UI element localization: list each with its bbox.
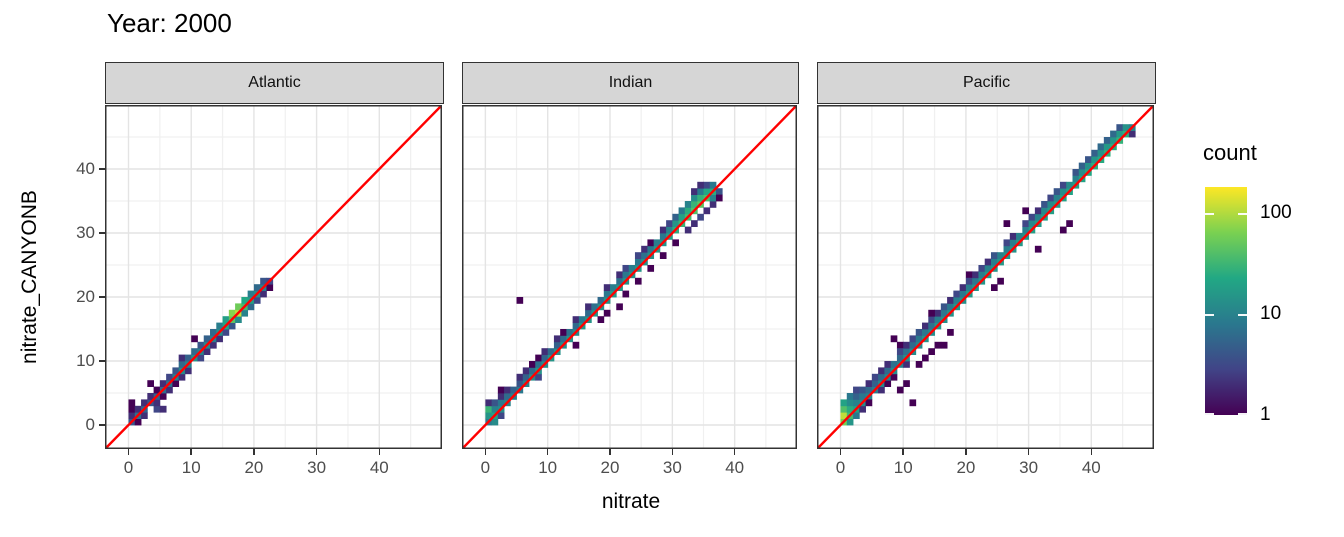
x-tick-label: 30 xyxy=(662,458,682,477)
x-tick-mark xyxy=(546,449,549,455)
y-tick-label: 40 xyxy=(76,159,95,178)
facet-panel-pacific xyxy=(817,105,1154,449)
legend-tick-mark xyxy=(1238,212,1247,215)
panel-border xyxy=(105,105,442,449)
y-tick-mark xyxy=(99,232,105,234)
y-tick-mark xyxy=(99,168,105,170)
legend: count 100 10 1 xyxy=(1196,140,1344,430)
x-tick-mark xyxy=(902,449,904,455)
panel-border xyxy=(462,105,797,449)
x-tick-mark xyxy=(127,449,130,455)
x-tick-label: 0 xyxy=(480,458,491,477)
facet-strip-label: Indian xyxy=(608,74,653,91)
x-tick-mark xyxy=(1027,449,1030,455)
facet-strip-label: Atlantic xyxy=(248,74,301,91)
facet-strip-pacific: Pacific xyxy=(817,62,1156,104)
y-tick-mark xyxy=(99,424,105,426)
x-tick-mark xyxy=(609,449,611,455)
x-tick-label: 20 xyxy=(600,458,620,477)
facet-panel-indian xyxy=(462,105,797,449)
identity-line xyxy=(105,105,442,449)
x-tick-label: 30 xyxy=(1019,458,1039,477)
legend-colorbar xyxy=(1205,187,1247,415)
legend-tick-mark xyxy=(1238,413,1247,415)
x-tick-mark xyxy=(965,449,967,455)
legend-tick-mark xyxy=(1205,212,1214,215)
x-tick-mark xyxy=(190,449,192,455)
y-tick-label: 10 xyxy=(76,351,95,370)
facet-strip-indian: Indian xyxy=(462,62,799,104)
y-tick-label: 20 xyxy=(76,287,95,306)
legend-tick-label: 10 xyxy=(1260,302,1282,324)
y-tick-label: 30 xyxy=(76,223,95,242)
y-tick-mark xyxy=(99,296,105,298)
legend-title: count xyxy=(1203,140,1257,165)
identity-line xyxy=(462,105,797,449)
x-tick-label: 20 xyxy=(956,458,976,477)
x-tick-label: 40 xyxy=(1081,458,1101,477)
y-axis-label: nitrate_CANYONB xyxy=(18,190,41,364)
x-tick-mark xyxy=(315,449,318,455)
x-tick-label: 20 xyxy=(244,458,264,477)
page-title: Year: 2000 xyxy=(107,8,232,38)
gridlines xyxy=(462,105,797,449)
x-tick-label: 0 xyxy=(123,458,134,477)
x-tick-label: 10 xyxy=(181,458,201,477)
x-tick-mark xyxy=(839,449,842,455)
x-tick-mark xyxy=(671,449,674,455)
x-tick-mark xyxy=(253,449,255,455)
x-tick-label: 30 xyxy=(307,458,327,477)
facet-strip-label: Pacific xyxy=(962,74,1011,91)
legend-tick-mark xyxy=(1205,413,1214,415)
legend-tick-label: 1 xyxy=(1260,404,1271,425)
identity-line xyxy=(817,105,1154,449)
x-axis-label: nitrate xyxy=(601,490,661,513)
x-tick-label: 10 xyxy=(538,458,558,477)
x-tick-label: 10 xyxy=(893,458,913,477)
x-tick-label: 40 xyxy=(725,458,745,477)
panel-border xyxy=(817,105,1154,449)
legend-tick-mark xyxy=(1205,313,1214,316)
y-tick-mark xyxy=(99,360,105,362)
legend-tick-mark xyxy=(1238,313,1247,316)
x-tick-label: 40 xyxy=(369,458,389,477)
x-tick-mark xyxy=(378,449,381,455)
legend-tick-label: 100 xyxy=(1260,201,1292,223)
facet-panel-atlantic xyxy=(105,105,442,449)
x-tick-mark xyxy=(484,449,487,455)
y-tick-label: 0 xyxy=(85,415,95,434)
facet-strip-atlantic: Atlantic xyxy=(105,62,444,104)
x-tick-mark xyxy=(733,449,736,455)
x-tick-mark xyxy=(1090,449,1093,455)
gridlines xyxy=(105,105,442,449)
x-tick-label: 0 xyxy=(835,458,846,477)
